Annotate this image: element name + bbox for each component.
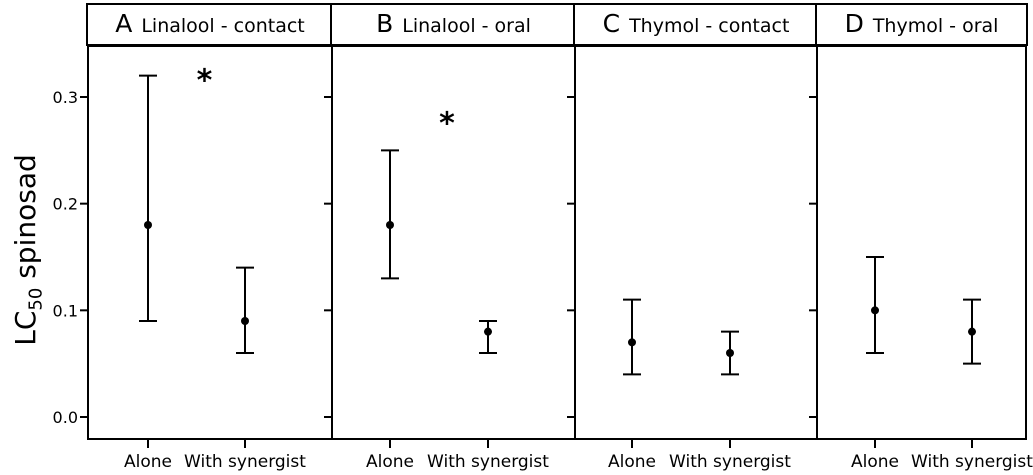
- data-point: [241, 316, 249, 325]
- significance-asterisk: *: [439, 106, 455, 141]
- panel-a: 0.0 0.1 0.2 0.3 Alone With synergist *: [53, 45, 333, 472]
- y-tick-label: 0.1: [53, 301, 78, 320]
- panel-title-d: Thymol - oral: [872, 15, 999, 37]
- panel-frame: [331, 45, 576, 440]
- panel-title-c: Thymol - contact: [629, 15, 790, 37]
- x-category-label: Alone: [851, 452, 899, 472]
- panel-frame: [574, 45, 818, 440]
- data-point: [484, 327, 492, 336]
- x-category-label: Alone: [124, 452, 172, 472]
- panel-frame: [87, 45, 333, 440]
- data-point: [144, 220, 152, 229]
- panel-letter-c: C: [602, 9, 621, 38]
- panel-title-a: Linalool - contact: [141, 15, 305, 37]
- data-point: [628, 338, 636, 347]
- x-category-label: With synergist: [669, 452, 791, 472]
- x-category-label: Alone: [366, 452, 414, 472]
- panel-letter-b: B: [376, 9, 394, 38]
- panel-frame: [816, 45, 1027, 440]
- data-point: [968, 327, 976, 336]
- data-point: [871, 306, 879, 315]
- x-category-label: Alone: [608, 452, 656, 472]
- y-tick-label: 0.0: [53, 408, 78, 427]
- panel-d: Alone With synergist: [809, 45, 1033, 472]
- significance-asterisk: *: [197, 64, 213, 99]
- panel-header-c: C Thymol - contact: [573, 3, 819, 46]
- data-point: [386, 220, 394, 229]
- panel-c: Alone With synergist: [567, 45, 818, 472]
- data-point: [726, 348, 734, 357]
- y-tick-label: 0.3: [53, 88, 78, 107]
- panel-title-b: Linalool - oral: [402, 15, 531, 37]
- x-category-label: With synergist: [911, 452, 1033, 472]
- panel-header-a: A Linalool - contact: [86, 3, 334, 46]
- x-category-label: With synergist: [427, 452, 549, 472]
- panel-letter-a: A: [115, 9, 133, 38]
- y-tick-label: 0.2: [53, 195, 78, 214]
- panel-letter-d: D: [844, 9, 864, 38]
- panel-header-d: D Thymol - oral: [815, 3, 1028, 46]
- x-category-label: With synergist: [184, 452, 306, 472]
- panel-b: Alone With synergist *: [324, 45, 576, 472]
